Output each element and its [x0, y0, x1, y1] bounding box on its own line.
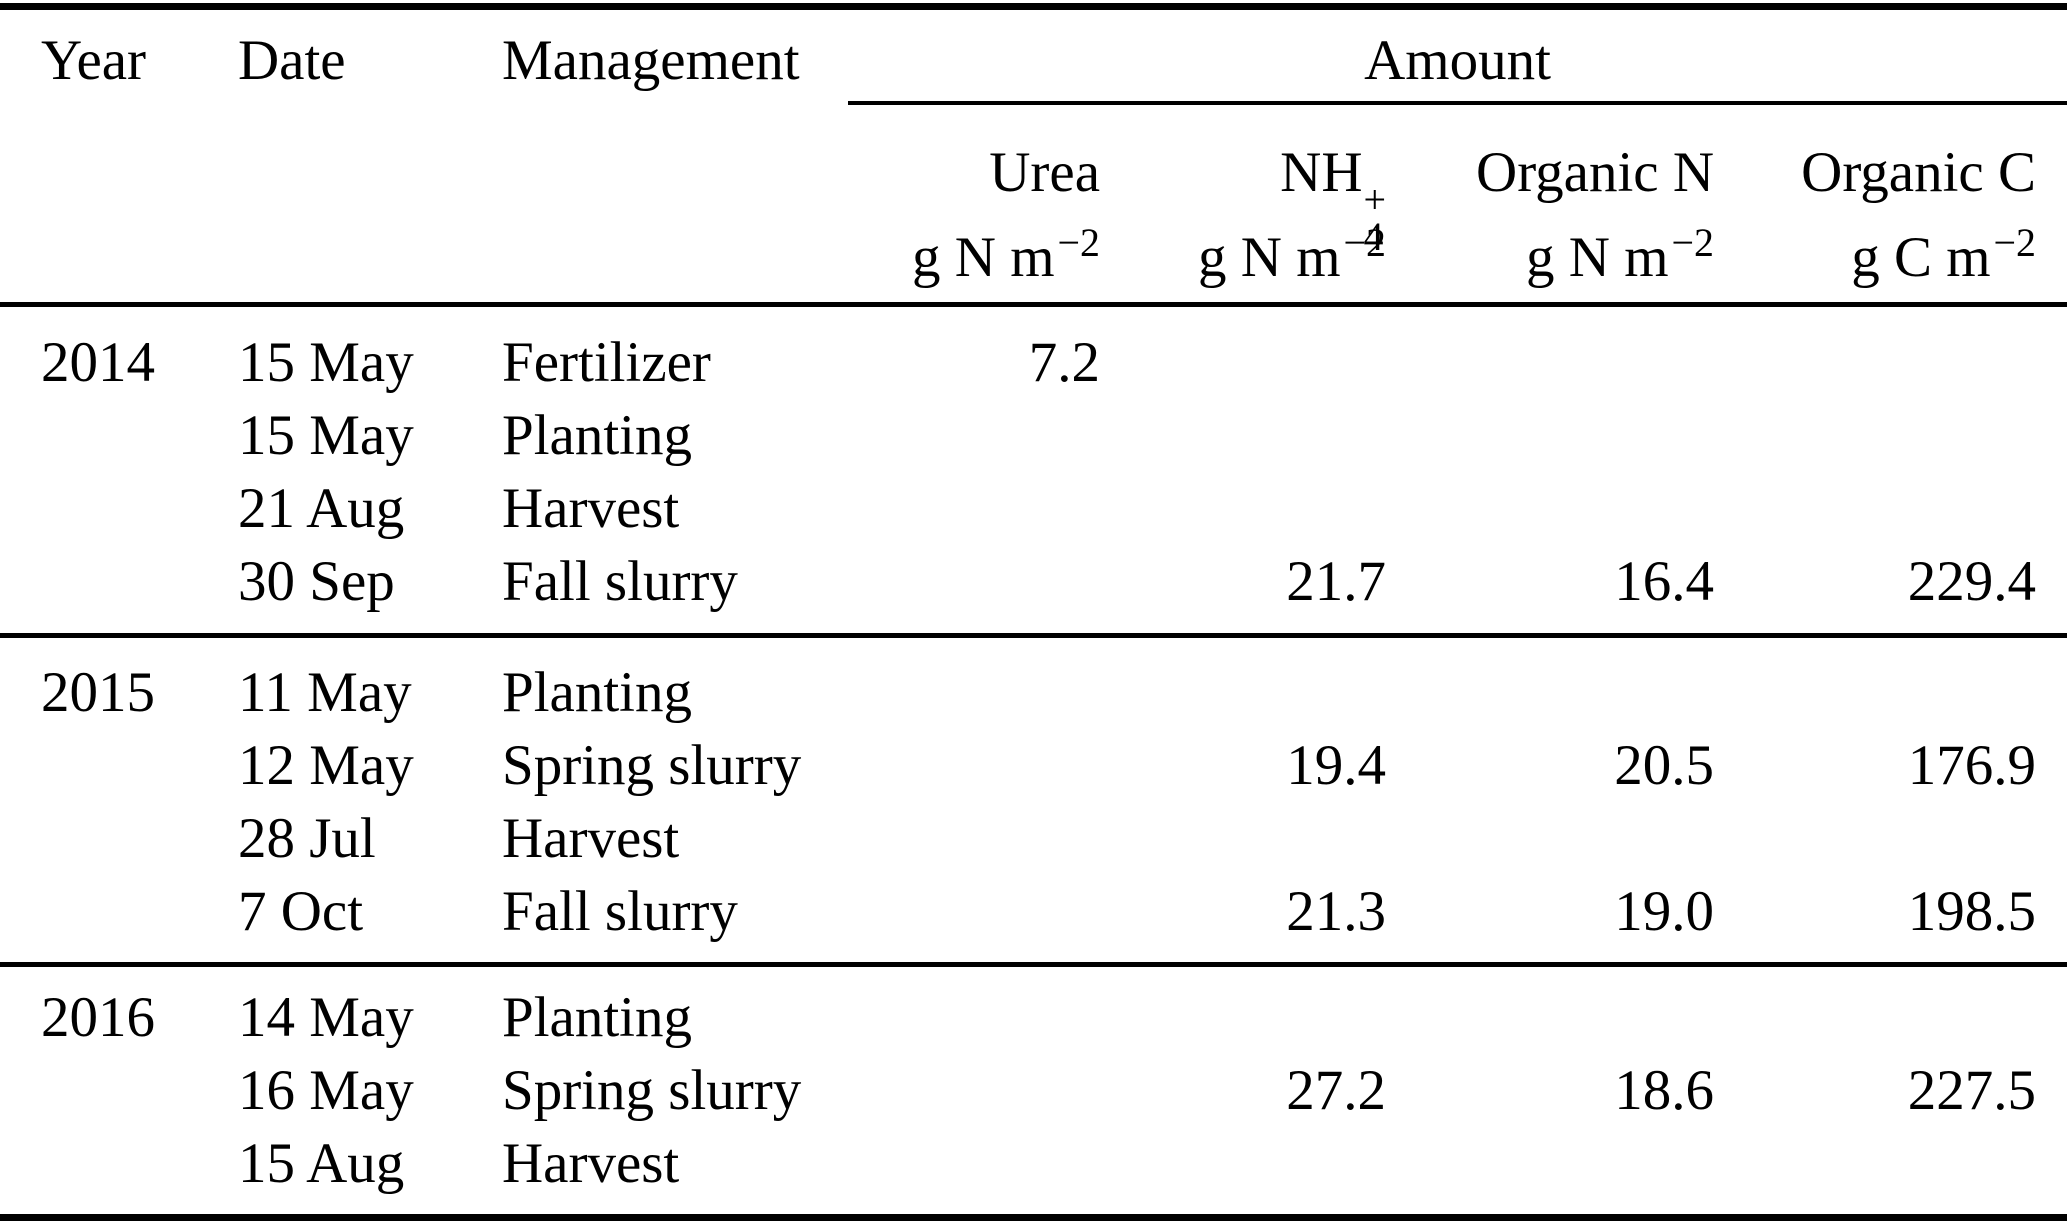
- header-amount-group: Amount: [1364, 29, 1551, 92]
- table-row: 2016 14 May Planting: [0, 985, 2067, 1058]
- unit-exponent: −2: [1343, 220, 1386, 266]
- amount-group-underline: [848, 101, 2067, 105]
- table-row: 12 May Spring slurry 19.4 20.5 176.9: [0, 733, 2067, 806]
- organic-n-value: 19.0: [1614, 880, 1714, 943]
- date-cell: 12 May: [238, 734, 414, 797]
- management-cell: Planting: [502, 661, 693, 724]
- table-row: 7 Oct Fall slurry 21.3 19.0 198.5: [0, 879, 2067, 952]
- unit-base: g N m: [912, 226, 1055, 289]
- management-cell: Fertilizer: [502, 331, 711, 394]
- header-management: Management: [502, 29, 800, 92]
- table-row: 28 Jul Harvest: [0, 806, 2067, 879]
- date-cell: 15 May: [238, 404, 414, 467]
- organic-c-value: 229.4: [1907, 550, 2036, 613]
- unit-base: g N m: [1198, 226, 1341, 289]
- date-cell: 30 Sep: [238, 550, 395, 613]
- subheader-row: Urea NH +4 Organic N Organic C: [0, 140, 2067, 256]
- management-cell: Harvest: [502, 807, 680, 870]
- organic-n-value: 16.4: [1614, 550, 1714, 613]
- management-cell: Harvest: [502, 477, 680, 540]
- col-header-organic-n: Organic N: [1476, 141, 1714, 204]
- header-row: Year Date Management Amount: [0, 28, 2067, 101]
- nh4-superscript: +: [1363, 176, 1387, 222]
- nh4-subsup: +4: [1363, 176, 1387, 259]
- organic-n-value: 20.5: [1614, 734, 1714, 797]
- organic-c-value: 176.9: [1907, 734, 2036, 797]
- unit-base: g N m: [1526, 226, 1669, 289]
- nh4-subscript: 4: [1363, 213, 1384, 259]
- header-year: Year: [41, 29, 147, 92]
- nh4-base: NH: [1280, 141, 1363, 204]
- table-row: 2014 15 May Fertilizer 7.2: [0, 330, 2067, 403]
- management-cell: Planting: [502, 986, 693, 1049]
- unit-exponent: −2: [1671, 220, 1714, 266]
- units-row: g N m−2 g N m−2 g N m−2 g C m−2: [0, 220, 2067, 298]
- management-cell: Harvest: [502, 1132, 680, 1195]
- year-cell: 2016: [41, 986, 155, 1049]
- table-row: 16 May Spring slurry 27.2 18.6 227.5: [0, 1058, 2067, 1131]
- organic-c-value: 227.5: [1907, 1059, 2036, 1122]
- date-cell: 28 Jul: [238, 807, 376, 870]
- col-unit-urea: g N m−2: [800, 220, 1100, 291]
- col-header-nh4: NH +4: [1086, 140, 1387, 259]
- management-cell: Fall slurry: [502, 880, 738, 943]
- year-cell: 2014: [41, 331, 155, 394]
- group-separator-2014-2015: [0, 633, 2067, 638]
- nh4-value: 19.4: [1286, 734, 1386, 797]
- date-cell: 15 May: [238, 331, 414, 394]
- management-cell: Spring slurry: [502, 1059, 802, 1122]
- col-header-organic-c: Organic C: [1801, 141, 2036, 204]
- management-cell: Fall slurry: [502, 550, 738, 613]
- management-cell: Spring slurry: [502, 734, 802, 797]
- nh4-value: 21.3: [1286, 880, 1386, 943]
- group-separator-2015-2016: [0, 962, 2067, 967]
- table-bottom-rule: [0, 1214, 2067, 1221]
- col-unit-organic-n: g N m−2: [1414, 220, 1714, 291]
- unit-exponent: −2: [1057, 220, 1100, 266]
- organic-c-value: 198.5: [1907, 880, 2036, 943]
- col-unit-nh4: g N m−2: [1086, 220, 1386, 291]
- table-top-rule: [0, 3, 2067, 10]
- date-cell: 11 May: [238, 661, 412, 724]
- urea-value: 7.2: [1028, 331, 1100, 394]
- date-cell: 14 May: [238, 986, 414, 1049]
- nh4-value: 27.2: [1286, 1059, 1386, 1122]
- management-cell: Planting: [502, 404, 693, 467]
- nh4-value: 21.7: [1286, 550, 1386, 613]
- table-row: 15 Aug Harvest: [0, 1131, 2067, 1204]
- table-row: 21 Aug Harvest: [0, 476, 2067, 549]
- table-row: 30 Sep Fall slurry 21.7 16.4 229.4: [0, 549, 2067, 622]
- organic-n-value: 18.6: [1614, 1059, 1714, 1122]
- unit-exponent: −2: [1993, 220, 2036, 266]
- header-bottom-rule: [0, 302, 2067, 307]
- col-header-urea: Urea: [989, 141, 1100, 204]
- col-unit-organic-c: g C m−2: [1736, 220, 2036, 291]
- date-cell: 7 Oct: [238, 880, 364, 943]
- date-cell: 16 May: [238, 1059, 414, 1122]
- table-row: 15 May Planting: [0, 403, 2067, 476]
- unit-base: g C m: [1851, 226, 1991, 289]
- year-cell: 2015: [41, 661, 155, 724]
- table-row: 2015 11 May Planting: [0, 660, 2067, 733]
- date-cell: 15 Aug: [238, 1132, 405, 1195]
- date-cell: 21 Aug: [238, 477, 405, 540]
- header-date: Date: [238, 29, 346, 92]
